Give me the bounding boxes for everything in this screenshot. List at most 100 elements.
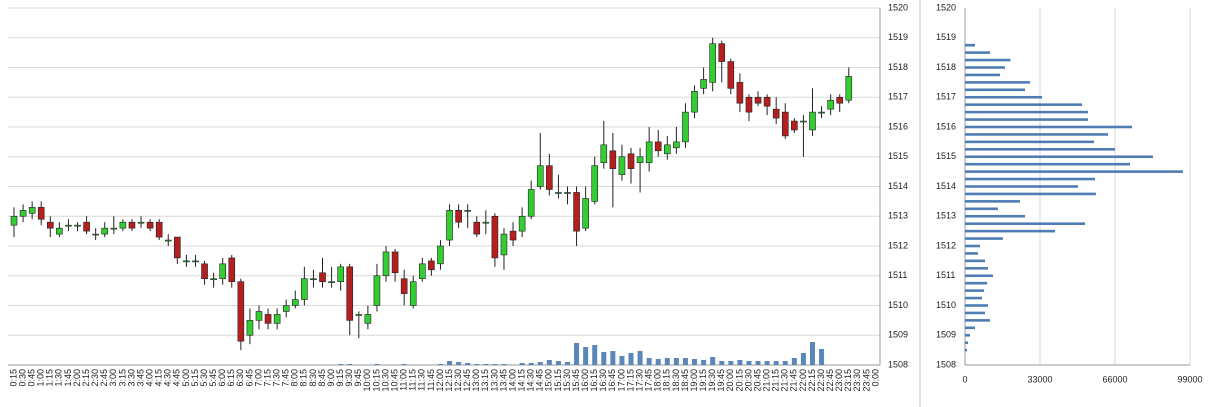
x-tick-label: 17:45: [644, 369, 654, 392]
volume-bar: [673, 358, 679, 365]
y-tick-label: 1520: [888, 2, 908, 12]
profile-bar: [965, 148, 1115, 151]
candle-body: [818, 111, 825, 114]
profile-bar: [965, 237, 1003, 240]
candle-body: [219, 263, 226, 280]
profile-bar: [965, 229, 1055, 233]
x-tick-label: 15:30: [562, 369, 572, 392]
candle-body: [446, 210, 453, 241]
y-tick-label: 1511: [936, 270, 955, 280]
profile-bar: [965, 252, 978, 255]
x-tick-label: 0: [962, 374, 967, 384]
y-tick-label: 1520: [936, 2, 956, 12]
candle-body: [591, 165, 599, 202]
x-tick-label: 8:00: [290, 369, 300, 387]
candle-body: [682, 111, 689, 143]
volume-bar: [701, 360, 707, 365]
x-tick-label: 3:45: [135, 369, 145, 387]
x-tick-label: 13:45: [498, 369, 508, 392]
candle-body: [228, 257, 236, 282]
x-tick-label: 17:00: [616, 369, 626, 392]
candle-body: [337, 266, 344, 283]
profile-bar: [965, 51, 990, 54]
candle-body: [654, 141, 662, 152]
y-tick-label: 1515: [936, 151, 956, 161]
candle-body: [237, 281, 245, 342]
candle-body: [210, 278, 217, 281]
profile-bar: [965, 192, 1096, 196]
profile-bar: [965, 110, 1088, 114]
x-tick-label: 2:30: [90, 369, 100, 387]
candle-body: [382, 251, 390, 277]
x-tick-label: 33000: [1027, 374, 1052, 384]
candle-body: [455, 210, 462, 223]
volume-bar: [447, 361, 453, 365]
y-tick-label: 1510: [888, 300, 908, 310]
candle-body: [827, 99, 834, 110]
y-tick-label: 1515: [888, 151, 908, 161]
profile-bar: [965, 200, 1020, 203]
volume-bar: [338, 364, 344, 365]
volume-bar: [574, 343, 580, 365]
x-tick-label: 4:15: [154, 369, 164, 387]
y-tick-label: 1514: [936, 181, 956, 191]
candle-body: [92, 233, 99, 236]
candle-body: [419, 263, 426, 280]
y-tick-label: 1518: [888, 62, 908, 72]
candle-body: [763, 96, 771, 107]
x-tick-label: 0:30: [17, 369, 27, 387]
y-tick-label: 1517: [888, 92, 908, 102]
candle-body: [555, 192, 562, 194]
volume-bar: [601, 352, 607, 365]
candle-body: [101, 227, 109, 235]
candle-body: [791, 120, 798, 131]
candle-body: [28, 207, 36, 214]
x-tick-label: 12:30: [453, 369, 463, 392]
candle-body: [754, 96, 762, 104]
candle-body: [509, 230, 517, 241]
x-tick-label: 19:30: [707, 369, 717, 392]
x-tick-label: 14:15: [517, 369, 527, 392]
candle-body: [282, 305, 290, 312]
profile-bar: [965, 185, 1078, 188]
x-tick-label: 16:30: [598, 369, 608, 392]
x-tick-label: 7:00: [253, 369, 263, 387]
x-tick-label: 10:15: [371, 369, 381, 392]
x-tick-label: 9:30: [344, 369, 354, 387]
profile-bar: [965, 319, 990, 322]
profile-bar: [965, 177, 1095, 181]
volume-bar: [728, 361, 734, 365]
volume-bar: [546, 360, 552, 365]
volume-bar: [755, 361, 761, 365]
candle-body: [319, 272, 326, 282]
y-tick-label: 1516: [888, 121, 908, 131]
x-tick-label: 5:30: [199, 369, 209, 387]
candle-body: [355, 314, 363, 316]
x-tick-label: 8:45: [317, 369, 327, 387]
candle-body: [137, 221, 145, 224]
profile-bar: [965, 311, 985, 315]
volume-bar: [537, 362, 543, 365]
y-tick-label: 1508: [936, 359, 956, 369]
candle-body: [691, 91, 698, 113]
x-tick-label: 7:45: [281, 369, 291, 387]
x-tick-label: 8:30: [308, 369, 318, 387]
x-tick-label: 4:45: [172, 369, 182, 387]
x-tick-label: 22:45: [825, 369, 835, 392]
candle-body: [428, 260, 435, 271]
volume-bar: [583, 347, 589, 365]
y-tick-label: 1513: [936, 211, 956, 221]
profile-bar: [965, 58, 1011, 62]
x-tick-label: 23:45: [861, 369, 871, 392]
x-tick-label: 23:30: [852, 369, 862, 392]
candle-body: [174, 236, 181, 259]
x-tick-label: 10:00: [362, 369, 372, 392]
volume-bar: [474, 364, 480, 365]
profile-bar: [965, 155, 1153, 159]
x-tick-label: 9:00: [326, 369, 336, 387]
x-tick-label: 10:45: [389, 369, 399, 392]
x-tick-label: 20:00: [725, 369, 735, 392]
x-tick-label: 3:15: [117, 369, 127, 387]
x-tick-label: 18:30: [671, 369, 681, 392]
x-tick-label: 0:15: [8, 369, 18, 387]
